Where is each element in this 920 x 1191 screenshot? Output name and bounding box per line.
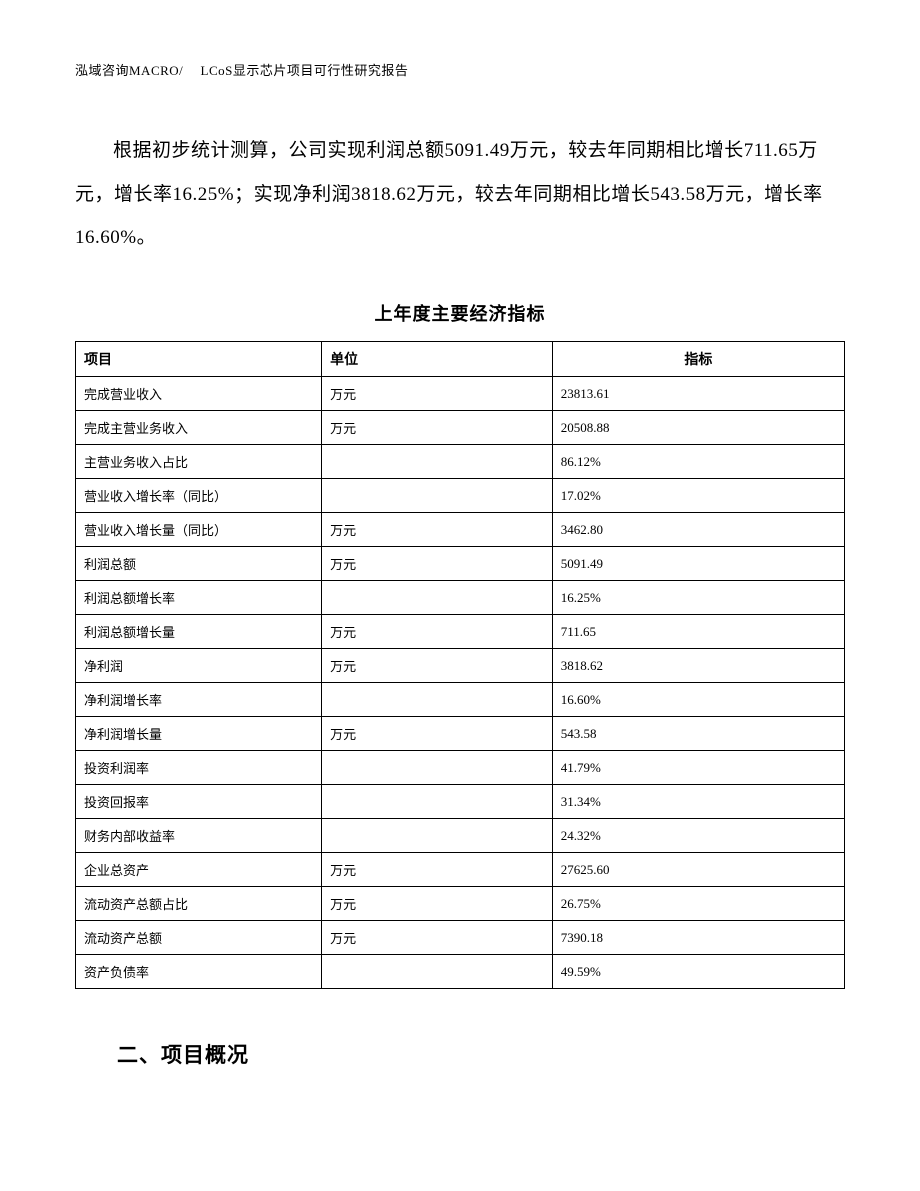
table-cell: 24.32% <box>552 819 844 853</box>
table-cell <box>322 581 553 615</box>
table-cell: 5091.49 <box>552 547 844 581</box>
section-heading: 二、项目概况 <box>75 1039 845 1069</box>
table-row: 营业收入增长量（同比）万元3462.80 <box>76 513 845 547</box>
table-cell: 20508.88 <box>552 411 844 445</box>
table-row: 资产负债率 49.59% <box>76 955 845 989</box>
table-cell: 利润总额 <box>76 547 322 581</box>
table-row: 利润总额增长率 16.25% <box>76 581 845 615</box>
table-row: 完成营业收入万元23813.61 <box>76 377 845 411</box>
table-cell: 营业收入增长率（同比） <box>76 479 322 513</box>
table-title: 上年度主要经济指标 <box>75 300 845 326</box>
table-cell: 49.59% <box>552 955 844 989</box>
table-row: 流动资产总额万元7390.18 <box>76 921 845 955</box>
table-row: 净利润万元3818.62 <box>76 649 845 683</box>
table-cell: 完成营业收入 <box>76 377 322 411</box>
table-cell: 3462.80 <box>552 513 844 547</box>
table-cell: 万元 <box>322 853 553 887</box>
table-cell: 万元 <box>322 513 553 547</box>
table-cell <box>322 955 553 989</box>
table-cell: 23813.61 <box>552 377 844 411</box>
table-cell: 主营业务收入占比 <box>76 445 322 479</box>
body-paragraph: 根据初步统计测算，公司实现利润总额5091.49万元，较去年同期相比增长711.… <box>75 129 845 260</box>
table-cell: 资产负债率 <box>76 955 322 989</box>
table-cell: 流动资产总额占比 <box>76 887 322 921</box>
table-row: 利润总额增长量万元711.65 <box>76 615 845 649</box>
table-cell: 企业总资产 <box>76 853 322 887</box>
table-body: 完成营业收入万元23813.61完成主营业务收入万元20508.88主营业务收入… <box>76 377 845 989</box>
table-cell: 万元 <box>322 411 553 445</box>
table-cell: 3818.62 <box>552 649 844 683</box>
table-cell: 16.60% <box>552 683 844 717</box>
table-cell: 万元 <box>322 921 553 955</box>
table-cell: 利润总额增长率 <box>76 581 322 615</box>
table-cell: 流动资产总额 <box>76 921 322 955</box>
table-row: 主营业务收入占比 86.12% <box>76 445 845 479</box>
table-cell: 17.02% <box>552 479 844 513</box>
table-cell: 16.25% <box>552 581 844 615</box>
table-cell: 投资利润率 <box>76 751 322 785</box>
table-cell: 711.65 <box>552 615 844 649</box>
table-cell: 7390.18 <box>552 921 844 955</box>
column-header-item: 项目 <box>76 342 322 377</box>
table-cell: 41.79% <box>552 751 844 785</box>
table-cell: 财务内部收益率 <box>76 819 322 853</box>
table-row: 企业总资产万元27625.60 <box>76 853 845 887</box>
table-cell: 26.75% <box>552 887 844 921</box>
table-row: 完成主营业务收入万元20508.88 <box>76 411 845 445</box>
column-header-unit: 单位 <box>322 342 553 377</box>
table-cell: 543.58 <box>552 717 844 751</box>
table-cell: 86.12% <box>552 445 844 479</box>
table-cell: 净利润增长量 <box>76 717 322 751</box>
table-cell: 净利润 <box>76 649 322 683</box>
table-cell: 万元 <box>322 717 553 751</box>
table-cell: 万元 <box>322 615 553 649</box>
page-header: 泓域咨询MACRO/ LCoS显示芯片项目可行性研究报告 <box>75 60 845 79</box>
table-cell <box>322 479 553 513</box>
table-cell <box>322 445 553 479</box>
table-cell: 万元 <box>322 377 553 411</box>
table-row: 投资回报率 31.34% <box>76 785 845 819</box>
table-header-row: 项目 单位 指标 <box>76 342 845 377</box>
table-cell: 营业收入增长量（同比） <box>76 513 322 547</box>
table-cell: 27625.60 <box>552 853 844 887</box>
table-cell <box>322 683 553 717</box>
table-cell: 万元 <box>322 649 553 683</box>
economic-indicators-table: 项目 单位 指标 完成营业收入万元23813.61完成主营业务收入万元20508… <box>75 341 845 989</box>
table-row: 营业收入增长率（同比） 17.02% <box>76 479 845 513</box>
table-cell: 投资回报率 <box>76 785 322 819</box>
table-cell <box>322 785 553 819</box>
table-cell: 利润总额增长量 <box>76 615 322 649</box>
table-row: 流动资产总额占比万元26.75% <box>76 887 845 921</box>
table-cell: 万元 <box>322 887 553 921</box>
table-cell: 31.34% <box>552 785 844 819</box>
table-cell: 万元 <box>322 547 553 581</box>
column-header-value: 指标 <box>552 342 844 377</box>
table-cell: 净利润增长率 <box>76 683 322 717</box>
table-row: 财务内部收益率 24.32% <box>76 819 845 853</box>
table-row: 利润总额万元5091.49 <box>76 547 845 581</box>
table-row: 净利润增长率 16.60% <box>76 683 845 717</box>
table-cell <box>322 819 553 853</box>
table-cell <box>322 751 553 785</box>
table-row: 投资利润率 41.79% <box>76 751 845 785</box>
table-row: 净利润增长量万元543.58 <box>76 717 845 751</box>
table-cell: 完成主营业务收入 <box>76 411 322 445</box>
